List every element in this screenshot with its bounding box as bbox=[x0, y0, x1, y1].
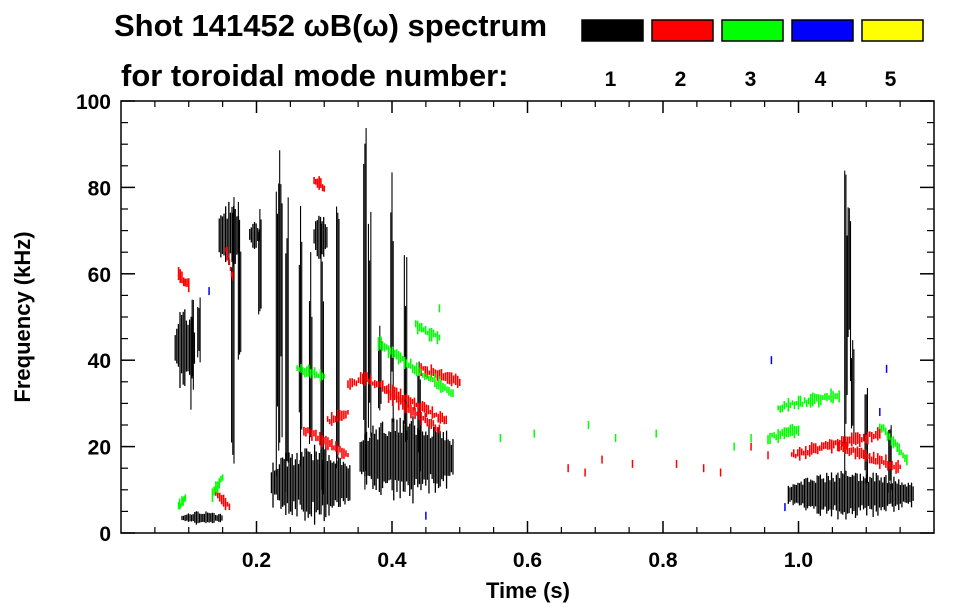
y-tick-label-0: 0 bbox=[99, 523, 111, 546]
legend-label-5: 5 bbox=[885, 68, 897, 91]
y-tick-label-60: 60 bbox=[88, 264, 111, 287]
legend-label-1: 1 bbox=[605, 68, 617, 91]
y-tick-label-40: 40 bbox=[88, 350, 111, 373]
legend-label-3: 3 bbox=[745, 68, 757, 91]
series-mode-4 bbox=[208, 287, 888, 520]
legend-label-2: 2 bbox=[675, 68, 687, 91]
legend-swatch-3 bbox=[721, 19, 784, 42]
chart-title-line1: Shot 141452 ωB(ω) spectrum bbox=[114, 8, 547, 43]
data-layer bbox=[174, 128, 914, 525]
x-axis-label: Time (s) bbox=[486, 578, 570, 603]
y-axis-label: Frequency (kHz) bbox=[10, 231, 35, 402]
legend-swatch-5 bbox=[861, 19, 924, 42]
plot-frame bbox=[120, 100, 935, 534]
legend-swatch-2 bbox=[651, 19, 714, 42]
legend-swatch-1 bbox=[581, 19, 644, 42]
y-tick-label-20: 20 bbox=[88, 437, 111, 460]
legend-label-4: 4 bbox=[815, 68, 827, 91]
series-mode-2 bbox=[177, 176, 901, 511]
x-tick-label-0.6: 0.6 bbox=[513, 549, 542, 572]
y-tick-label-80: 80 bbox=[88, 177, 111, 200]
legend: 1 2 3 4 5 bbox=[581, 19, 924, 91]
x-tick-label-0.4: 0.4 bbox=[377, 549, 407, 572]
series-mode-1 bbox=[174, 128, 914, 525]
chart-title-line2: for toroidal mode number: bbox=[121, 58, 509, 93]
legend-swatch-4 bbox=[791, 19, 854, 42]
x-tick-label-1.0: 1.0 bbox=[784, 549, 813, 572]
axis-ticks: 0.2 0.4 0.6 0.8 1.0 0 20 40 60 80 100 bbox=[76, 91, 934, 572]
x-tick-label-0.8: 0.8 bbox=[648, 549, 678, 572]
x-tick-label-0.2: 0.2 bbox=[242, 549, 271, 572]
series-mode-3 bbox=[177, 304, 908, 510]
y-tick-label-100: 100 bbox=[76, 91, 111, 114]
